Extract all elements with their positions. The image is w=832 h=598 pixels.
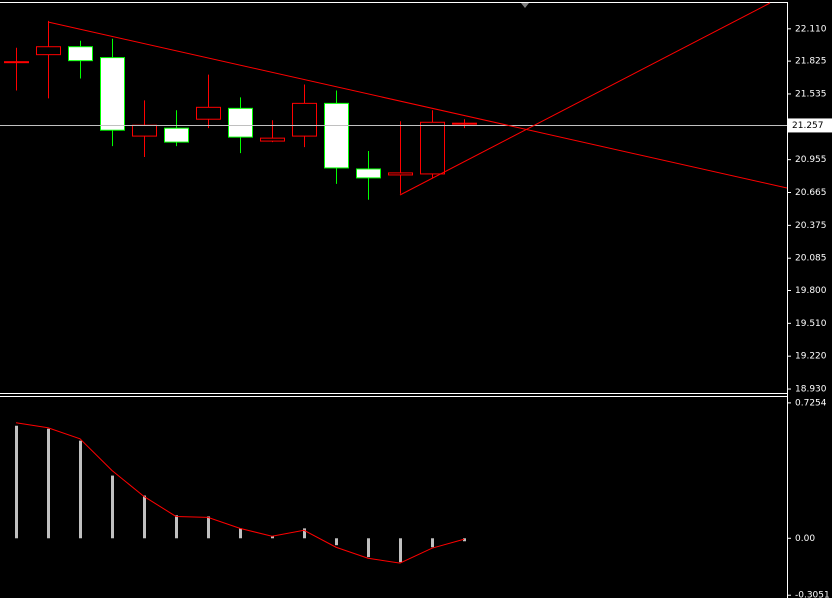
- candle-body: [420, 121, 445, 175]
- y-tick-label: 18.930: [795, 385, 827, 395]
- histogram-bar: [207, 516, 210, 539]
- y-tick-label: 20.665: [795, 188, 827, 198]
- candle-body: [452, 122, 477, 125]
- trend-line: [47, 21, 788, 189]
- histogram-bar: [239, 528, 242, 539]
- candle-body: [228, 107, 253, 138]
- histogram-bar: [463, 538, 466, 542]
- current-price-label: 21.257: [792, 121, 824, 131]
- histogram-bar: [399, 538, 402, 563]
- current-price-box: [788, 118, 832, 133]
- price-panel: 22.110 21.825 21.535 20.955 20.665 20.375 20.0…: [0, 20, 832, 395]
- oscillator-panel: 0.7254 0.00 -0.3051: [15, 398, 830, 598]
- candle-body: [4, 61, 29, 64]
- y-tick-label: 20.375: [795, 221, 827, 231]
- candle-body: [68, 46, 93, 62]
- candle-body: [260, 137, 285, 142]
- y-tick-label: 0.7254: [795, 398, 827, 408]
- y-tick-label: 20.085: [795, 254, 827, 264]
- candle-body: [164, 127, 189, 143]
- candle-body: [388, 172, 413, 176]
- y-tick-label: 21.535: [795, 89, 827, 99]
- y-tick-label: 0.00: [795, 534, 815, 544]
- signal-line: [15, 422, 465, 564]
- y-tick-label: 21.825: [795, 57, 827, 67]
- histogram-bar: [111, 475, 114, 539]
- y-tick-label: 19.510: [795, 319, 827, 329]
- histogram-bar: [47, 428, 50, 539]
- histogram-bar: [143, 495, 146, 539]
- y-tick-label: -0.3051: [795, 591, 830, 598]
- y-tick-label: 19.220: [795, 352, 827, 362]
- candle-body: [292, 102, 317, 137]
- y-tick-label: 19.800: [795, 286, 827, 296]
- trend-line: [399, 2, 771, 196]
- histogram-bar: [175, 515, 178, 539]
- y-tick-label: 22.110: [795, 24, 827, 34]
- histogram-bar: [79, 440, 82, 539]
- candle-body: [36, 46, 61, 56]
- histogram-bar: [335, 538, 338, 546]
- histogram-bar: [367, 538, 370, 558]
- shift-marker: [521, 3, 529, 8]
- y-tick-label: 20.955: [795, 155, 827, 165]
- candle-body: [196, 106, 221, 120]
- histogram-bar: [15, 425, 18, 539]
- histogram-bar: [271, 536, 274, 539]
- candle-body: [100, 57, 125, 131]
- candle-body: [324, 102, 349, 169]
- histogram-bar: [303, 528, 306, 539]
- candle-body: [132, 124, 157, 137]
- candle-body: [356, 168, 381, 179]
- histogram-bar: [431, 538, 434, 548]
